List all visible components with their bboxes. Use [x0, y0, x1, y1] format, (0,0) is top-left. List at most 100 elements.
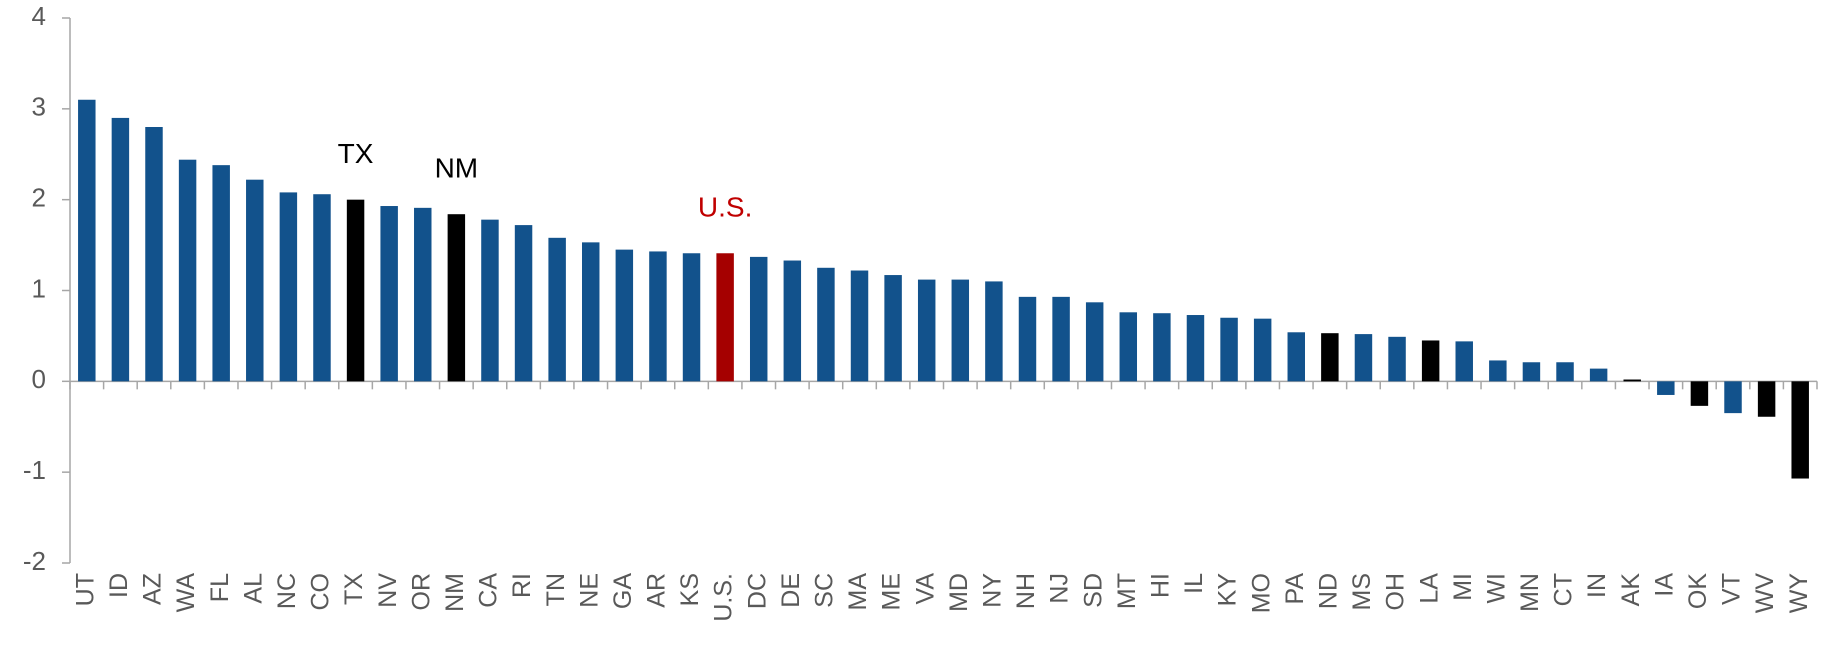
bar: [145, 127, 163, 382]
bar: [1321, 333, 1339, 382]
bar: [1388, 336, 1406, 382]
x-tick-label: SC: [811, 573, 839, 608]
bar: [178, 159, 197, 382]
bar: [884, 275, 902, 382]
x-tick-label: ID: [105, 573, 133, 598]
x-tick-label: HI: [1146, 573, 1174, 598]
x-tick-label: TN: [542, 573, 570, 606]
bar: [1085, 302, 1104, 382]
bar: [1657, 381, 1675, 395]
y-tick-label: 4: [32, 1, 46, 31]
bar: [1220, 317, 1238, 382]
bar: [1119, 312, 1138, 382]
x-tick-label: KY: [1214, 573, 1242, 607]
y-tick-label: -2: [23, 546, 46, 576]
bar: [380, 206, 398, 382]
bar: [1757, 381, 1776, 417]
x-tick-label: ND: [1314, 573, 1342, 609]
bar: [78, 99, 96, 382]
bar: [1018, 296, 1037, 382]
bar: [1253, 318, 1272, 382]
x-tick-label: DE: [777, 573, 805, 608]
x-tick-label: IN: [1583, 573, 1611, 598]
x-tick-label: IL: [1180, 573, 1208, 594]
bar: [246, 179, 264, 382]
bar: [1421, 340, 1440, 382]
bar: [783, 260, 802, 382]
x-tick-label: MD: [945, 573, 973, 612]
x-tick-label: WV: [1751, 573, 1779, 614]
x-tick-label: NE: [575, 573, 603, 608]
bar: [749, 256, 768, 382]
x-tick-label: LA: [1415, 573, 1443, 604]
x-tick-label: OR: [407, 573, 435, 611]
bar: [313, 194, 331, 382]
bar: [1522, 362, 1541, 382]
x-tick-label: CT: [1550, 573, 1578, 606]
x-tick-label: PA: [1281, 573, 1309, 605]
y-tick-label: 1: [32, 273, 46, 303]
bar: [951, 279, 970, 382]
bar: [548, 237, 566, 382]
bar: [1186, 315, 1205, 382]
bar: [649, 251, 667, 382]
x-tick-label: NC: [273, 573, 301, 609]
y-tick-label: 3: [32, 92, 46, 122]
x-tick-label: VA: [911, 573, 939, 605]
x-tick-label: CO: [307, 573, 335, 611]
bar: [917, 279, 936, 382]
bar: [1724, 381, 1742, 414]
bar: [1287, 332, 1305, 382]
bar: [1354, 334, 1373, 382]
x-tick-label: FL: [206, 573, 234, 602]
bar: [1791, 381, 1809, 479]
x-tick-label: NH: [1012, 573, 1040, 609]
x-tick-label: AZ: [139, 573, 167, 605]
bar: [111, 117, 130, 382]
bar: [1489, 360, 1507, 382]
x-tick-label: MA: [844, 573, 872, 611]
x-tick-label: MS: [1348, 573, 1376, 611]
bar: [817, 267, 835, 382]
bar: [414, 207, 432, 382]
x-tick-label: SD: [1079, 573, 1107, 608]
bar: [582, 242, 600, 382]
bar: [481, 219, 499, 382]
x-tick-label: IA: [1650, 573, 1678, 597]
x-tick-label: OK: [1684, 573, 1712, 609]
x-tick-label: OH: [1382, 573, 1410, 611]
bar: [985, 281, 1003, 382]
x-tick-label: WI: [1482, 573, 1510, 604]
bar: [279, 192, 298, 382]
bar: [1556, 362, 1574, 382]
x-tick-label: WY: [1785, 573, 1813, 614]
x-tick-label: GA: [609, 573, 637, 609]
bar: [1623, 379, 1641, 382]
bar: [682, 253, 701, 382]
bar: [514, 225, 533, 382]
bar: [1153, 313, 1171, 382]
x-tick-label: NY: [979, 573, 1007, 608]
annotation: NM: [435, 153, 479, 184]
bar: [1589, 368, 1608, 382]
y-tick-label: -1: [23, 455, 46, 485]
x-tick-label: WA: [172, 573, 200, 613]
x-tick-label: U.S.: [710, 573, 738, 622]
bar: [212, 165, 230, 382]
x-tick-label: VT: [1718, 573, 1746, 605]
bar: [346, 199, 365, 382]
x-tick-label: KS: [676, 573, 704, 606]
bar: [615, 249, 634, 382]
x-tick-label: NV: [374, 573, 402, 608]
x-tick-label: NM: [441, 573, 469, 612]
x-tick-label: NJ: [1046, 573, 1074, 604]
bar: [850, 270, 869, 382]
annotation: U.S.: [698, 192, 752, 223]
x-tick-label: DC: [743, 573, 771, 609]
x-tick-label: ME: [878, 573, 906, 611]
x-tick-label: MN: [1516, 573, 1544, 612]
bar: [716, 253, 734, 382]
bar: [1052, 296, 1070, 382]
x-tick-label: RI: [508, 573, 536, 598]
